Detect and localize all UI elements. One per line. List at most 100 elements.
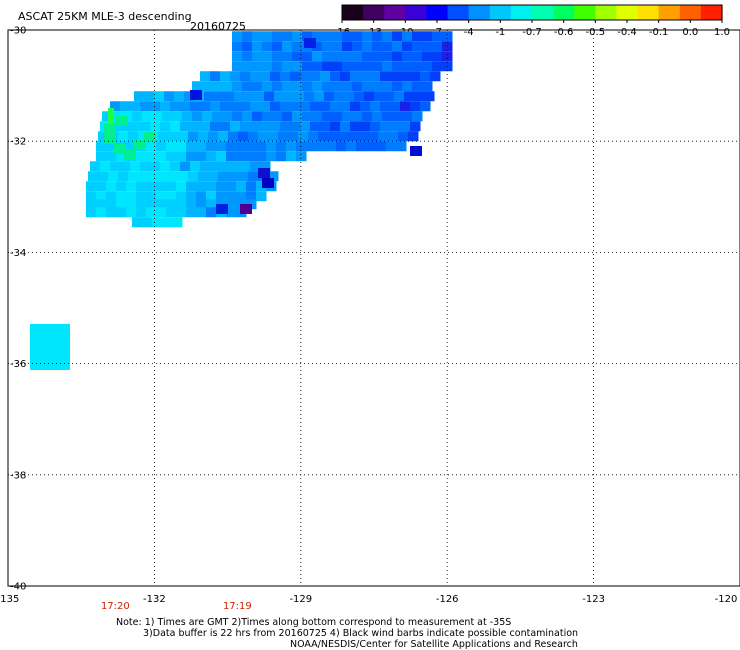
- swath-cell: [126, 199, 137, 210]
- swath-cell: [100, 161, 111, 172]
- swath-cell: [170, 121, 181, 132]
- swath-cell: [350, 121, 361, 132]
- swath-cell: [190, 101, 201, 112]
- swath-cell: [342, 31, 353, 42]
- swath-cell: [86, 191, 97, 202]
- swath-cell: [270, 71, 281, 82]
- swath-cell: [196, 199, 207, 210]
- swath-cell: [226, 191, 237, 202]
- colorbar: [341, 4, 723, 21]
- swath-cell: [186, 207, 197, 218]
- swath-cell: [404, 91, 415, 102]
- swath-cell: [180, 161, 191, 172]
- swath-cell: [146, 199, 157, 210]
- swath-cell: [380, 71, 391, 82]
- swath-cell: [160, 101, 171, 112]
- swath-cell: [386, 141, 397, 152]
- swath-cell: [208, 171, 219, 182]
- swath-cell: [126, 141, 137, 152]
- colorbar-segment: [489, 5, 512, 20]
- swath-cell: [270, 121, 281, 132]
- swath-cell: [322, 31, 333, 42]
- swath-cell: [116, 199, 127, 210]
- swath-cell: [262, 51, 273, 62]
- swath-cell: [218, 131, 229, 142]
- swath-cell: [172, 217, 183, 228]
- swath-cell: [382, 61, 393, 72]
- swath-cell: [178, 171, 189, 182]
- swath-cell: [136, 199, 147, 210]
- swath-cell: [272, 41, 283, 52]
- swath-cell: [146, 207, 157, 218]
- swath-cell: [120, 121, 131, 132]
- swath-cell: [96, 151, 107, 162]
- swath-cell: [246, 181, 257, 192]
- swath-cell: [332, 41, 343, 52]
- swath-cell: [128, 171, 139, 182]
- swath-cell: [330, 71, 341, 82]
- swath-cell: [108, 108, 114, 124]
- swath-cell: [346, 141, 357, 152]
- swath-cell: [106, 207, 117, 218]
- swath-cell: [392, 111, 403, 122]
- latitude-label: -30: [10, 26, 26, 37]
- swath-cell: [96, 207, 107, 218]
- colorbar-label: -0.5: [586, 27, 606, 38]
- swath-cell: [266, 141, 277, 152]
- longitude-label: -135: [0, 594, 19, 605]
- swath-cell: [104, 124, 116, 134]
- swath-cell: [140, 161, 151, 172]
- swath-cell: [272, 81, 283, 92]
- swath-cell: [384, 91, 395, 102]
- swath-cell: [322, 81, 333, 92]
- swath-cell: [328, 131, 339, 142]
- swath-cell: [226, 141, 237, 152]
- swath-cell: [392, 41, 403, 52]
- swath-cell: [276, 141, 287, 152]
- swath-cell: [292, 41, 303, 52]
- swath-cell: [402, 111, 413, 122]
- swath-cell: [138, 171, 149, 182]
- swath-cell: [156, 199, 167, 210]
- swath-cell: [270, 101, 281, 112]
- swath-cell: [300, 71, 311, 82]
- swath-cell: [332, 61, 343, 72]
- time-label: 17:20: [101, 601, 130, 612]
- colorbar-label: -0.7: [522, 27, 542, 38]
- colorbar-segment: [679, 5, 702, 20]
- latitude-labels: -30 -32 -34 -36 -38 -40: [10, 26, 26, 593]
- swath-cell: [248, 131, 259, 142]
- swath-cell: [310, 121, 321, 132]
- swath-cell: [392, 31, 403, 42]
- swath-cell: [282, 61, 293, 72]
- swath-cell: [252, 41, 263, 52]
- map-grid: [8, 30, 740, 586]
- swath-cell: [422, 81, 433, 92]
- swath-cell: [196, 191, 207, 202]
- swath-cell: [104, 134, 116, 144]
- swath-cell: [362, 81, 373, 92]
- swath-cell: [372, 31, 383, 42]
- swath-cell: [272, 61, 283, 72]
- swath-cell: [326, 141, 337, 152]
- swath-cell: [182, 111, 193, 122]
- swath-cell: [236, 191, 247, 202]
- swath-cell: [392, 61, 403, 72]
- swath-cell: [258, 168, 270, 178]
- swath-cell: [242, 111, 253, 122]
- swath-cell: [190, 121, 201, 132]
- swath-cell: [116, 116, 128, 126]
- swath-cell: [290, 101, 301, 112]
- swath-cell: [156, 191, 167, 202]
- swath-cell: [86, 207, 97, 218]
- swath-cell: [372, 51, 383, 62]
- swath-cell: [212, 111, 223, 122]
- swath-cell: [210, 121, 221, 132]
- swath-cell: [432, 41, 443, 52]
- swath-cell: [190, 161, 201, 172]
- swath-cell: [126, 181, 137, 192]
- swath-cell: [186, 141, 197, 152]
- colorbar-segment: [384, 5, 406, 20]
- swath-cell: [412, 41, 423, 52]
- swath-cell: [292, 51, 303, 62]
